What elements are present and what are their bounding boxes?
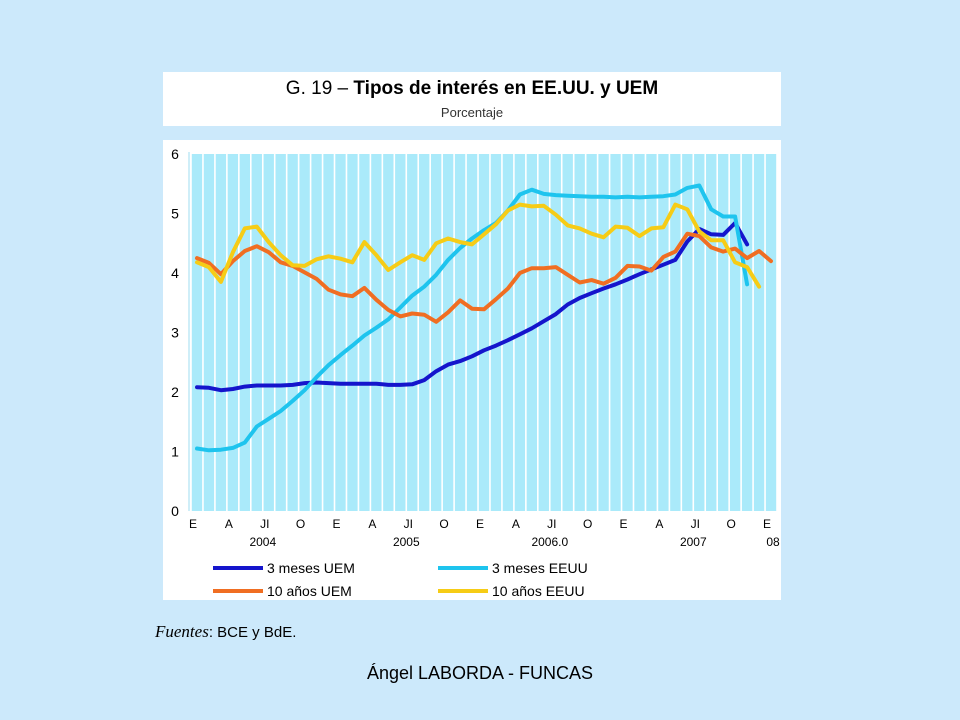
legend-label: 10 años UEM xyxy=(267,583,352,599)
x-tick-label: A xyxy=(512,517,520,531)
grid-bar xyxy=(682,154,693,511)
grid-bar xyxy=(646,154,657,511)
x-tick-label: E xyxy=(332,517,340,531)
grid-bar xyxy=(729,154,741,511)
x-tick-label: JI xyxy=(547,517,556,531)
grid-bar xyxy=(419,154,430,511)
source-note: Fuentes: BCE y BdE. xyxy=(155,622,296,642)
grid-bar xyxy=(741,154,753,511)
grid-bar xyxy=(478,154,490,511)
grid-bar xyxy=(442,154,454,511)
source-label: Fuentes xyxy=(155,622,209,641)
grid-bar xyxy=(694,154,705,511)
grid-bar xyxy=(407,154,418,511)
grid-bar xyxy=(227,154,239,511)
grid-bar xyxy=(574,154,585,511)
grid-bar xyxy=(359,154,370,511)
grid-bar xyxy=(718,154,729,511)
legend-label: 3 meses EEUU xyxy=(492,560,588,576)
grid-bar xyxy=(706,154,717,511)
year-label: 2005 xyxy=(393,535,420,549)
title-prefix: G. 19 – xyxy=(285,78,354,99)
grid-bar xyxy=(550,154,561,511)
grid-bar xyxy=(490,154,502,511)
x-tick-label: O xyxy=(439,517,448,531)
footer-credit: Ángel LABORDA - FUNCAS xyxy=(366,663,594,683)
grid-bar xyxy=(215,154,227,511)
x-tick-label: O xyxy=(727,517,736,531)
chart-title: G. 19 – Tipos de interés en EE.UU. y UEM xyxy=(163,78,781,100)
title-main: Tipos de interés en EE.UU. y UEM xyxy=(353,78,659,99)
legend-label: 10 años EEUU xyxy=(492,583,585,599)
grid-bar xyxy=(263,154,274,511)
legend: 3 meses UEM 3 meses EEUU 10 años UEM 10 año… xyxy=(213,560,588,599)
y-tick-label: 3 xyxy=(171,325,179,341)
y-tick-label: 5 xyxy=(171,206,179,222)
grid-bar xyxy=(670,154,681,511)
grid-bar xyxy=(299,154,310,511)
grid-bar xyxy=(347,154,358,511)
grid-bar xyxy=(562,154,573,511)
source-text: : BCE y BdE. xyxy=(208,624,297,641)
grid-bar xyxy=(610,154,621,511)
series-line xyxy=(195,183,750,453)
year-label: 2006.0 xyxy=(531,535,568,549)
grid-bar xyxy=(430,154,442,511)
x-tick-label: E xyxy=(476,517,484,531)
x-tick-label: JI xyxy=(404,517,413,531)
chart-box: 0 1 2 3 4 5 6 E A JI O E A JI O E A JI O E A JI O E 2004 2005 2006… xyxy=(163,140,781,600)
year-label: 08 xyxy=(766,535,780,549)
grid-bar xyxy=(634,154,645,511)
grid-bar xyxy=(311,154,322,511)
x-tick-label: O xyxy=(583,517,592,531)
year-label: 2007 xyxy=(680,535,707,549)
grid-bar xyxy=(287,154,298,511)
legend-label: 3 meses UEM xyxy=(267,560,355,576)
y-tick-label: 4 xyxy=(171,265,179,281)
x-tick-label: JI xyxy=(691,517,700,531)
series-lines xyxy=(195,183,773,453)
grid-bar xyxy=(502,154,514,511)
grid-bar xyxy=(598,154,609,511)
series-line xyxy=(195,202,762,289)
grid-bar xyxy=(538,154,549,511)
x-tick-label: JI xyxy=(260,517,269,531)
x-tick-label: E xyxy=(619,517,627,531)
grid-bar xyxy=(275,154,286,511)
y-tick-label: 0 xyxy=(171,503,179,519)
year-label: 2004 xyxy=(249,535,276,549)
x-tick-label: E xyxy=(763,517,771,531)
grid-bar xyxy=(753,154,765,511)
chart-subtitle: Porcentaje xyxy=(440,105,504,120)
grid-bar xyxy=(622,154,633,511)
y-tick-label: 2 xyxy=(171,384,179,400)
y-tick-label: 1 xyxy=(171,444,179,460)
grid-bar xyxy=(526,154,538,511)
grid-bar xyxy=(454,154,466,511)
grid-bar xyxy=(371,154,382,511)
grid-bar xyxy=(203,154,215,511)
grid-bar xyxy=(765,154,777,511)
grid-bar xyxy=(335,154,346,511)
grid-bar xyxy=(191,154,203,511)
title-box: G. 19 – Tipos de interés en EE.UU. y UEM… xyxy=(163,72,781,126)
y-tick-label: 6 xyxy=(171,146,179,162)
x-tick-label: A xyxy=(368,517,376,531)
grid-bars xyxy=(191,154,777,511)
grid-bar xyxy=(383,154,394,511)
grid-bar xyxy=(239,154,250,511)
grid-bar xyxy=(323,154,334,511)
grid-bar xyxy=(586,154,597,511)
grid-bar xyxy=(395,154,406,511)
grid-bar xyxy=(251,154,262,511)
grid-bar xyxy=(466,154,478,511)
line-chart: 0 1 2 3 4 5 6 E A JI O E A JI O E A JI O E A JI O E 2004 2005 2006… xyxy=(171,146,780,599)
x-tick-label: A xyxy=(225,517,233,531)
x-tick-label: O xyxy=(296,517,305,531)
grid-bar xyxy=(658,154,669,511)
x-tick-label: A xyxy=(655,517,663,531)
x-tick-label: E xyxy=(189,517,197,531)
